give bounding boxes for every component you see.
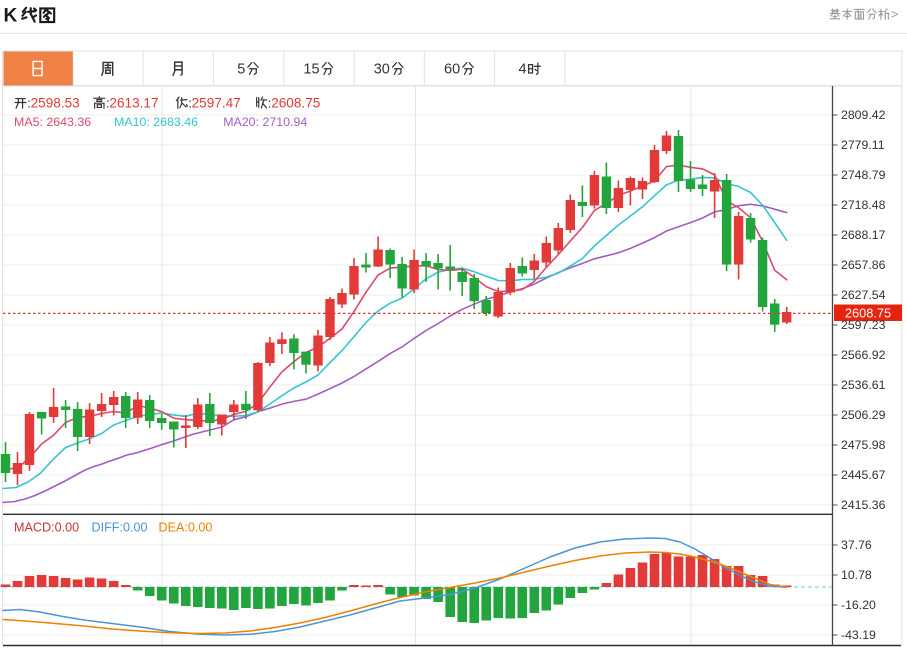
svg-text:2598.53: 2598.53 <box>31 96 80 111</box>
svg-text:2608.75: 2608.75 <box>271 96 320 111</box>
svg-text:2657.86: 2657.86 <box>841 258 886 272</box>
svg-text:2718.48: 2718.48 <box>841 198 886 212</box>
svg-text:37.76: 37.76 <box>841 538 872 552</box>
svg-text:2613.17: 2613.17 <box>109 96 158 111</box>
svg-text:5: 5 <box>237 62 245 78</box>
svg-text::: : <box>188 96 192 111</box>
svg-text:-16.20: -16.20 <box>841 598 876 612</box>
svg-text:2536.61: 2536.61 <box>841 378 886 392</box>
svg-text:15: 15 <box>303 62 319 78</box>
svg-text:MACD:0.00: MACD:0.00 <box>14 521 79 535</box>
svg-text:MA10: 2683.46: MA10: 2683.46 <box>114 115 198 129</box>
svg-text::: : <box>106 96 110 111</box>
svg-text:30: 30 <box>374 62 390 78</box>
svg-text::: : <box>27 96 31 111</box>
svg-text:2748.79: 2748.79 <box>841 168 886 182</box>
svg-text:DEA:0.00: DEA:0.00 <box>159 521 213 535</box>
svg-text:2597.23: 2597.23 <box>841 318 886 332</box>
svg-text::: : <box>268 96 272 111</box>
svg-text:2809.42: 2809.42 <box>841 108 886 122</box>
svg-text:2608.75: 2608.75 <box>845 305 891 320</box>
svg-text:2506.29: 2506.29 <box>841 408 886 422</box>
svg-text:K: K <box>4 6 18 27</box>
svg-text:10.78: 10.78 <box>841 568 872 582</box>
svg-text:MA20: 2710.94: MA20: 2710.94 <box>223 115 307 129</box>
svg-text:MA5: 2643.36: MA5: 2643.36 <box>14 115 91 129</box>
svg-text:DIFF:0.00: DIFF:0.00 <box>92 521 148 535</box>
svg-text:>: > <box>891 8 898 22</box>
svg-text:60: 60 <box>444 62 460 78</box>
svg-text:2445.67: 2445.67 <box>841 468 886 482</box>
svg-text:4: 4 <box>519 62 527 78</box>
svg-text:2566.92: 2566.92 <box>841 348 886 362</box>
svg-text:2779.11: 2779.11 <box>841 138 885 152</box>
svg-text:-43.19: -43.19 <box>841 628 876 642</box>
svg-text:2415.36: 2415.36 <box>841 498 886 512</box>
svg-text:2475.98: 2475.98 <box>841 438 886 452</box>
svg-text:2597.47: 2597.47 <box>192 96 241 111</box>
svg-text:2627.54: 2627.54 <box>841 288 886 302</box>
svg-text:2688.17: 2688.17 <box>841 228 886 242</box>
